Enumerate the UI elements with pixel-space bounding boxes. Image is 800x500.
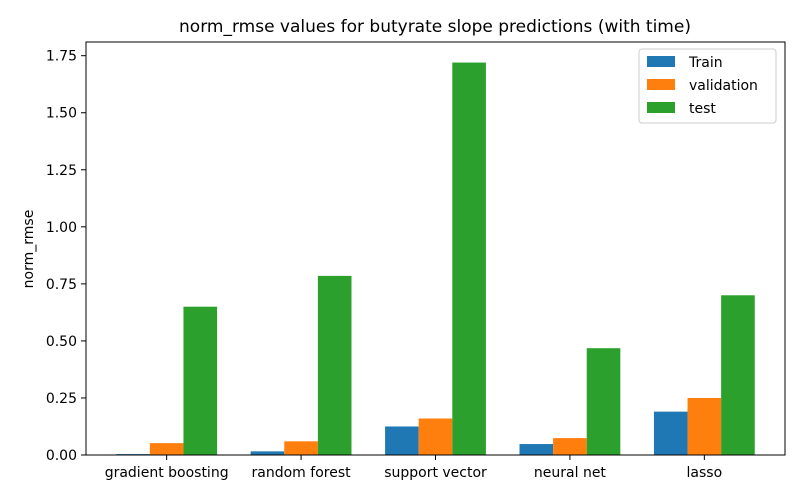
x-tick-label: lasso [687, 465, 723, 481]
y-tick-label: 1.75 [46, 49, 77, 65]
y-tick-label: 0.50 [46, 334, 77, 350]
y-tick-label: 0.25 [46, 391, 77, 407]
x-tick-label: gradient boosting [105, 465, 229, 481]
chart-title: norm_rmse values for butyrate slope pred… [179, 17, 691, 37]
axes-layer: gradient boosting random forest support ve… [46, 41, 786, 481]
bar-validation-neural-net [553, 438, 587, 455]
bars-layer [116, 62, 755, 455]
bar-train-lasso [653, 411, 688, 455]
bar-test-lasso [721, 295, 755, 455]
y-tick-label: 0.00 [46, 448, 77, 464]
bar-validation-lasso [687, 397, 722, 455]
bar-train-support-vector [385, 426, 419, 455]
plot-frame [85, 41, 786, 456]
bar-validation-support-vector [418, 418, 453, 455]
legend-swatch-validation [647, 79, 675, 90]
y-tick-label: 0.75 [46, 277, 77, 293]
bar-test-random-forest [317, 275, 352, 455]
bar-test-gradient-boosting [183, 306, 218, 455]
y-axis-label: norm_rmse [21, 210, 37, 289]
legend-swatch-train [647, 56, 675, 67]
bar-train-neural-net [519, 444, 554, 455]
legend-label-validation: validation [689, 78, 758, 94]
legend-label-train: Train [688, 55, 723, 71]
bar-test-neural-net [586, 348, 621, 455]
bar-test-support-vector [452, 62, 486, 455]
bar-train-random-forest [250, 451, 285, 455]
legend-swatch-test [647, 102, 675, 113]
legend-label-test: test [689, 101, 716, 117]
y-tick-label: 1.00 [46, 220, 77, 236]
legend: Train validation test [638, 48, 777, 124]
x-tick-label: support vector [384, 465, 487, 481]
x-tick-label: random forest [252, 465, 352, 481]
bar-validation-random-forest [284, 441, 318, 455]
x-tick-label: neural net [534, 465, 607, 481]
y-tick-label: 1.25 [46, 163, 77, 179]
y-tick-label: 1.50 [46, 106, 77, 122]
bar-validation-gradient-boosting [149, 443, 184, 455]
